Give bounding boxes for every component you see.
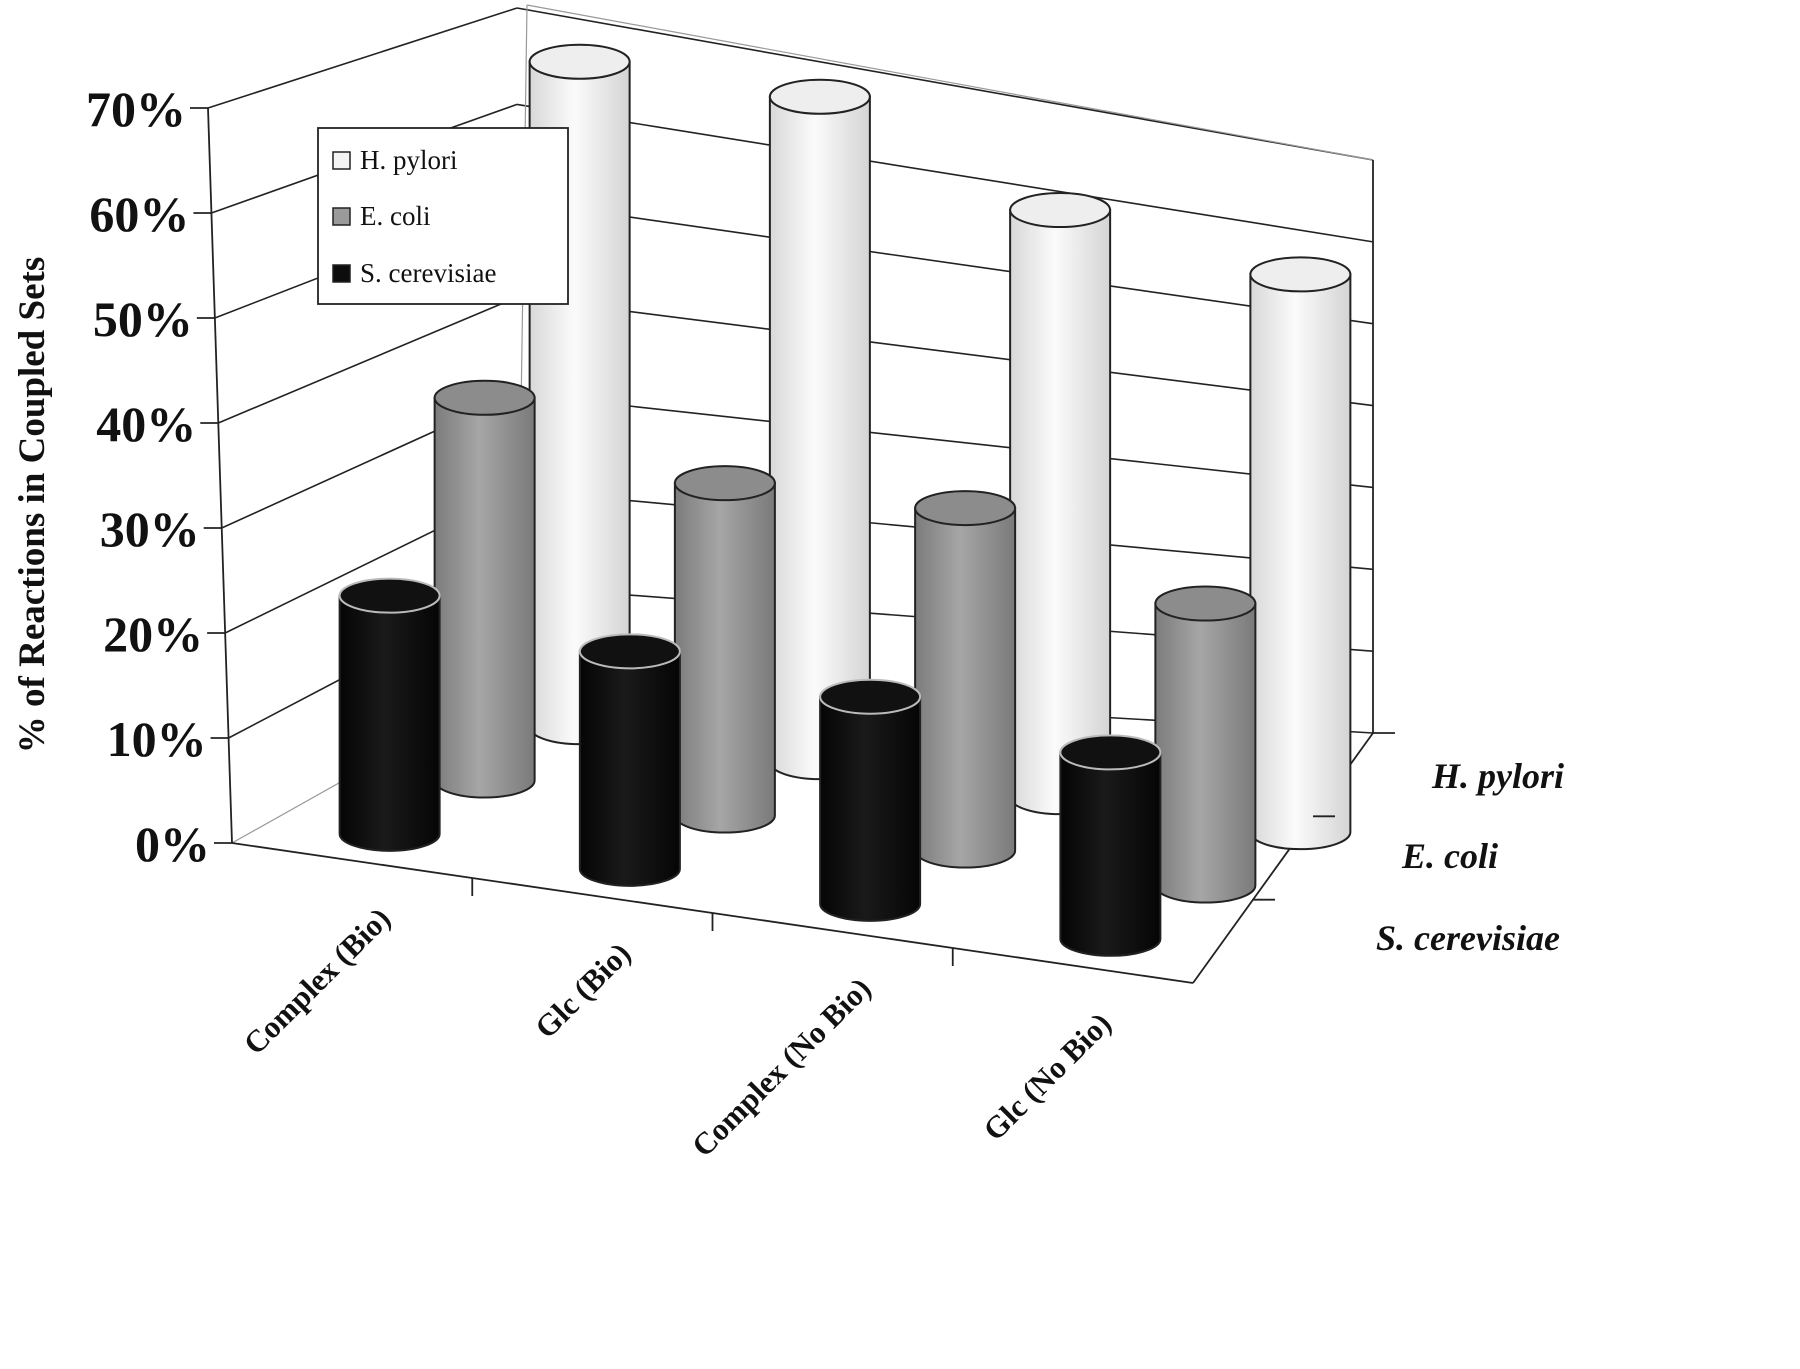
y-tick-label: 40% [96, 396, 196, 452]
bar-top [819, 678, 922, 715]
left-wall-gridline [217, 296, 518, 424]
back-wall-gridline [516, 296, 1374, 407]
y-tick-label: 70% [86, 81, 186, 137]
bar-top [673, 465, 776, 502]
bar-e--coli [914, 490, 1017, 869]
y-tick-label: 0% [135, 816, 210, 872]
y-axis-line [207, 107, 233, 844]
depth-tick-labels: H. pylori E. coli S. cerevisiae [1253, 732, 1564, 958]
bar-top [768, 78, 871, 115]
legend-swatch-h-pylori [332, 151, 351, 170]
back-wall-gridline [516, 392, 1374, 489]
bar-e--coli [673, 465, 776, 834]
bar-top [1059, 734, 1162, 771]
bar-top [914, 490, 1017, 527]
y-tick-label: 30% [100, 501, 200, 557]
bar-top [1154, 585, 1257, 622]
chart-bars [338, 43, 1352, 957]
x-tick-label: Complex (Bio) [237, 901, 398, 1062]
x-tick-label: Complex (No Bio) [685, 971, 878, 1164]
y-tick-labels: 0% 10% 20% 30% 40% 50% 60% 70% [86, 81, 232, 872]
legend-label-s-cerevisiae: S. cerevisiae [360, 258, 496, 288]
bar-top [1009, 192, 1112, 229]
legend-box [317, 127, 569, 305]
legend-swatch-s-cerevisiae [332, 264, 351, 283]
bar-h--pylori [1009, 192, 1112, 816]
y-tick-label: 20% [103, 606, 203, 662]
back-wall-gridline [516, 7, 1374, 161]
legend: H. pylori E. coli S. cerevisiae [317, 127, 569, 305]
bar-body [433, 396, 536, 799]
bar-h--pylori [1249, 256, 1352, 851]
back-wall-gridline [516, 200, 1374, 325]
y-tick-label: 60% [89, 186, 189, 242]
legend-label-h-pylori: H. pylori [360, 145, 458, 175]
bar-s--cerevisiae [819, 678, 922, 922]
left-wall-gridline [207, 7, 518, 109]
bar-top [433, 379, 536, 416]
bar-body [673, 482, 776, 834]
bar-s--cerevisiae [578, 633, 681, 887]
bar-top [528, 43, 631, 80]
bar-body [1154, 602, 1257, 904]
bar-body [1009, 209, 1112, 816]
bar-top [338, 577, 441, 614]
bar-e--coli [433, 379, 536, 799]
bar-body [819, 695, 922, 922]
bar-body [914, 507, 1017, 869]
depth-tick-label: S. cerevisiae [1376, 918, 1560, 958]
bar-body [1249, 273, 1352, 851]
x-tick-label: Glc (Bio) [528, 936, 637, 1045]
bar-body [578, 650, 681, 887]
y-axis-label: % of Reactions in Coupled Sets [12, 257, 53, 753]
bar-s--cerevisiae [1059, 734, 1162, 957]
top-edge [526, 4, 1374, 161]
legend-swatch-e-coli [332, 207, 351, 226]
bar-body [1059, 751, 1162, 957]
legend-label-e-coli: E. coli [360, 201, 430, 231]
depth-tick-label: E. coli [1401, 836, 1498, 876]
bar-top [578, 633, 681, 670]
category-tick-labels: Complex (Bio) Glc (Bio) Complex (No Bio) Gl… [237, 878, 1118, 1163]
x-tick-label: Glc (No Bio) [976, 1006, 1118, 1148]
bar-e--coli [1154, 585, 1257, 904]
depth-tick-label: H. pylori [1431, 756, 1564, 796]
back-wall-gridline [516, 103, 1374, 243]
y-tick-label: 50% [93, 291, 193, 347]
bar-s--cerevisiae [338, 577, 441, 852]
y-tick-label: 10% [107, 711, 207, 767]
bar-body [338, 594, 441, 852]
bar-h--pylori [768, 78, 871, 781]
bar-body [768, 95, 871, 781]
bar-top [1249, 256, 1352, 293]
